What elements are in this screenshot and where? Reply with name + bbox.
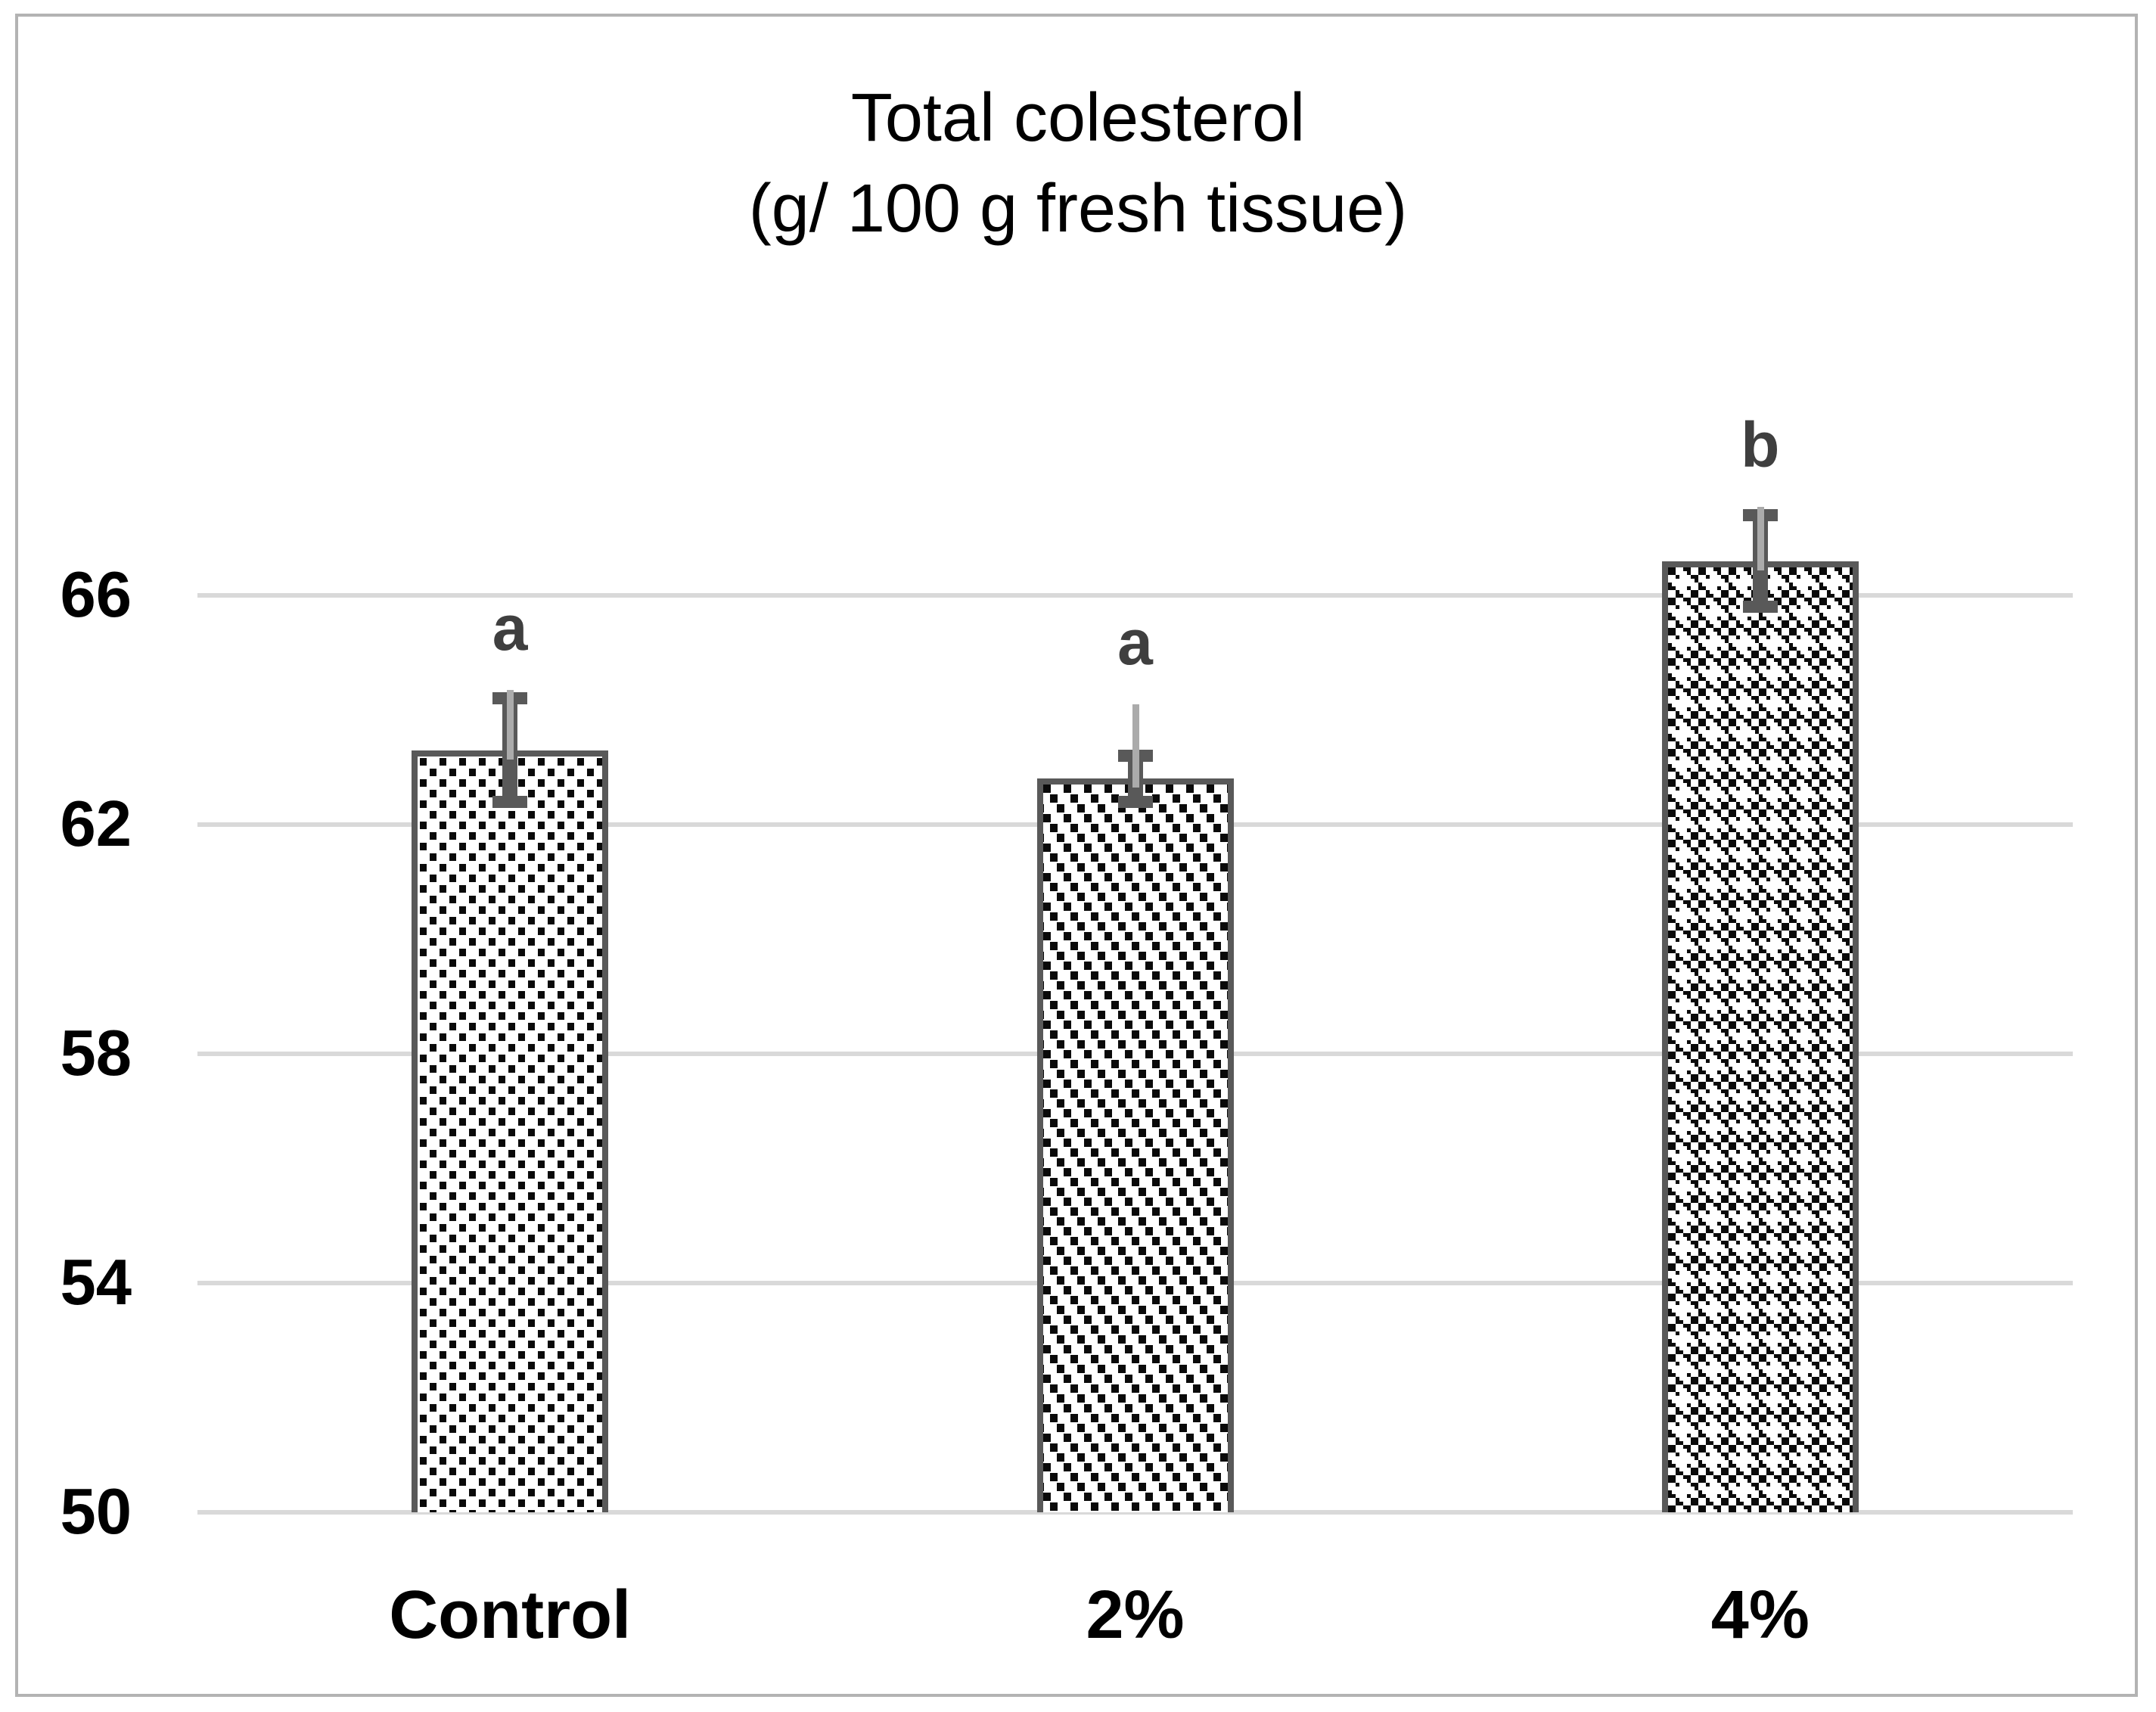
- y-tick-label: 66: [60, 559, 132, 631]
- y-tick-label: 50: [60, 1476, 132, 1548]
- x-axis-label-control: Control: [389, 1577, 632, 1653]
- significance-letter: b: [1741, 409, 1780, 480]
- bar-fill-pattern-diagonal-dashes: [1042, 785, 1228, 1512]
- gridline: [197, 593, 2073, 598]
- y-tick-label: 54: [60, 1247, 132, 1319]
- gridline: [197, 1510, 2073, 1515]
- bar-fill-pattern-dotted: [418, 756, 603, 1512]
- bar-fill-pattern-checkerboard-plus: [1667, 567, 1853, 1512]
- y-tick-label: 62: [60, 788, 132, 860]
- significance-letter: a: [492, 592, 528, 663]
- title-block: Total colesterol (g/ 100 g fresh tissue): [0, 73, 2156, 254]
- significance-letter: a: [1117, 606, 1153, 678]
- error-bar-whisker: [507, 689, 514, 760]
- bar-2%: [1036, 778, 1234, 1512]
- error-bar-whisker: [1757, 506, 1764, 570]
- error-bar-cap-bottom: [1742, 601, 1778, 614]
- y-tick-label: 58: [60, 1018, 132, 1089]
- error-bar-cap-bottom: [1117, 795, 1153, 808]
- chart-subtitle: (g/ 100 g fresh tissue): [748, 171, 1408, 247]
- x-axis-label-4%: 4%: [1710, 1577, 1810, 1653]
- error-bar-cap-bottom: [492, 795, 528, 808]
- bar-control: [412, 750, 609, 1512]
- chart-title: Total colesterol: [850, 80, 1306, 156]
- error-bar-whisker: [1132, 704, 1139, 788]
- x-axis-label-2%: 2%: [1086, 1577, 1185, 1653]
- bar-4%: [1661, 561, 1859, 1512]
